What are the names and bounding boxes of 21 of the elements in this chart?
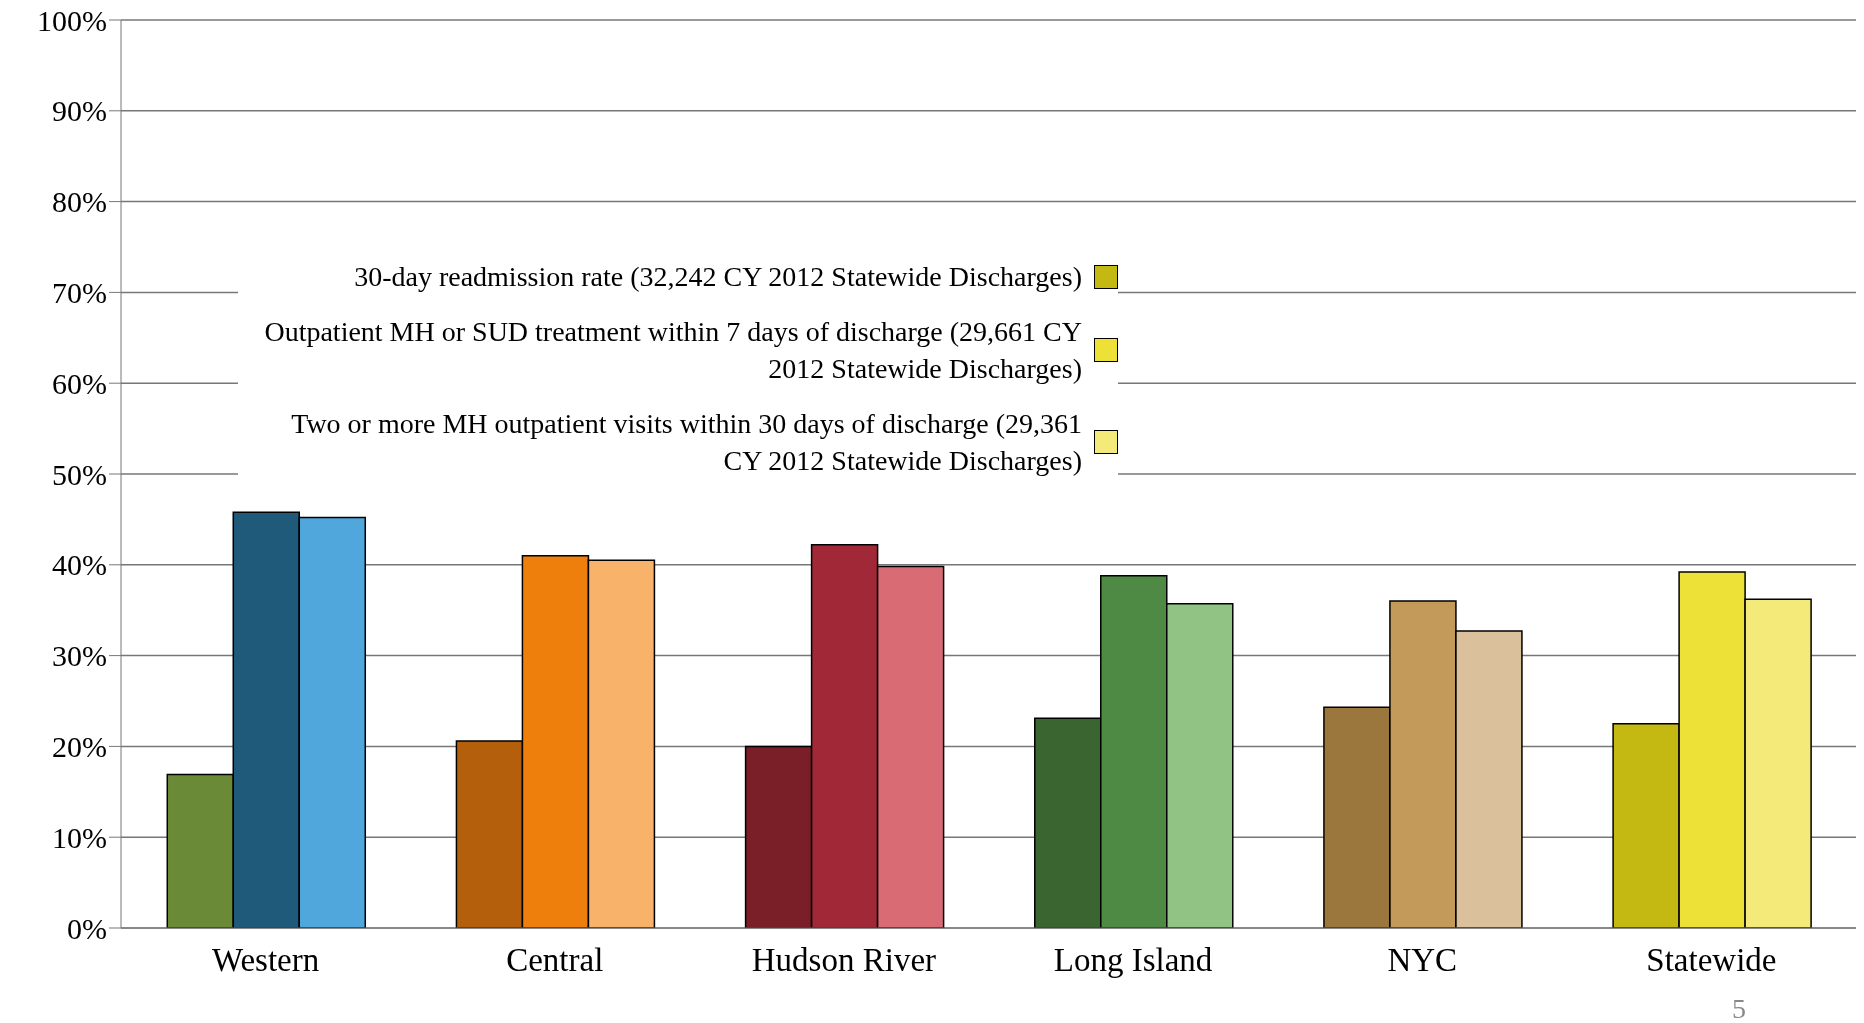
legend-label: Outpatient MH or SUD treatment within 7 days of discharge (29,661 CY 2012 Statewide Discharges) xyxy=(263,315,1082,386)
x-tick-label: NYC xyxy=(1387,942,1458,979)
y-tick-label: 10% xyxy=(52,820,107,854)
y-tick-label: 60% xyxy=(52,366,107,400)
x-tick-label: Long Island xyxy=(1053,942,1213,979)
x-tick-label: Western xyxy=(211,942,320,979)
x-tick-label: Hudson River xyxy=(751,942,937,979)
y-tick-label: 30% xyxy=(52,639,107,673)
y-tick-label: 50% xyxy=(52,457,107,491)
y-tick-label: 80% xyxy=(52,185,107,219)
text: 5 xyxy=(1732,993,1746,1023)
x-tick-label: Statewide xyxy=(1646,942,1777,979)
legend-label: Two or more MH outpatient visits within 30 days of discharge (29,361 CY 2012 Statewide Discharges) xyxy=(290,407,1082,478)
y-tick-label: 20% xyxy=(52,730,107,764)
y-tick-label: 70% xyxy=(52,276,107,310)
legend-label: 30-day readmission rate (32,242 CY 2012 Statewide Discharges) xyxy=(354,260,1082,294)
y-tick-label: 90% xyxy=(52,94,107,128)
y-tick-label: 100% xyxy=(37,3,107,37)
y-tick-label: 0% xyxy=(67,911,107,945)
x-tick-label: Central xyxy=(506,942,604,979)
y-tick-label: 40% xyxy=(52,548,107,582)
